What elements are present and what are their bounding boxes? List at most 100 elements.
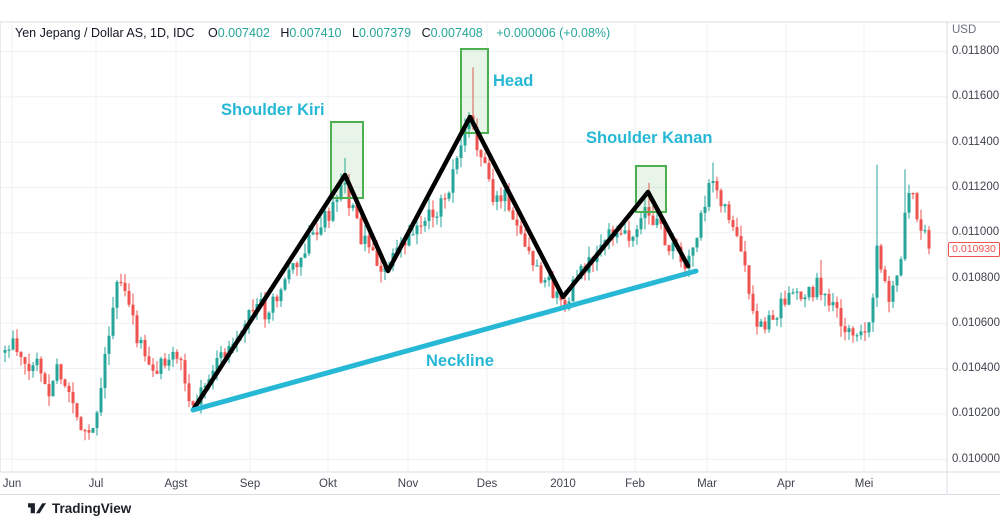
candle-body bbox=[807, 286, 811, 298]
neckline-line[interactable] bbox=[190, 268, 699, 413]
candle-body bbox=[191, 401, 195, 406]
candle-wick bbox=[384, 265, 386, 281]
candle-body bbox=[443, 198, 447, 200]
candle-body bbox=[35, 358, 39, 366]
time-tick-label[interactable]: Agst bbox=[164, 478, 188, 490]
shoulder-kanan-box[interactable] bbox=[635, 165, 667, 213]
candle-body bbox=[527, 246, 531, 251]
candle-wick bbox=[320, 216, 322, 236]
price-tick-label[interactable]: 0.011000 bbox=[952, 226, 1000, 239]
tradingview-attribution[interactable]: TradingView bbox=[27, 501, 131, 516]
candle-body bbox=[663, 223, 667, 246]
candle-body bbox=[691, 247, 695, 256]
shoulder-kiri-label[interactable]: Shoulder Kiri bbox=[221, 101, 325, 119]
time-tick-label[interactable]: 2010 bbox=[550, 478, 576, 490]
candle-body bbox=[43, 373, 47, 385]
price-tick-label[interactable]: 0.010400 bbox=[952, 362, 1000, 375]
price-tick-label[interactable]: 0.011400 bbox=[952, 135, 1000, 148]
candle-wick bbox=[180, 356, 182, 371]
candle-body bbox=[319, 227, 323, 235]
candle-body bbox=[631, 236, 635, 241]
candle-body bbox=[547, 276, 551, 281]
price-tick-label[interactable]: 0.011200 bbox=[952, 180, 1000, 193]
candle-body bbox=[871, 297, 875, 323]
candle-body bbox=[23, 357, 27, 364]
time-tick-label[interactable]: Nov bbox=[397, 478, 419, 490]
candle-body bbox=[7, 349, 11, 351]
candle-body bbox=[891, 285, 895, 302]
candle-body bbox=[371, 247, 375, 251]
candle-body bbox=[3, 349, 7, 353]
candle-wick bbox=[420, 215, 422, 234]
price-axis-currency: USD bbox=[952, 24, 977, 36]
price-tick-label[interactable]: 0.010600 bbox=[952, 316, 1000, 329]
price-tick-label[interactable]: 0.011600 bbox=[952, 90, 1000, 103]
candle-body bbox=[683, 261, 687, 269]
symbol-title[interactable]: Yen Jepang / Dollar AS, 1D, IDC bbox=[15, 26, 195, 40]
neckline-label[interactable]: Neckline bbox=[426, 352, 494, 370]
price-tick-label[interactable]: 0.010000 bbox=[952, 452, 1000, 465]
candle-wick bbox=[876, 164, 878, 307]
candle-wick bbox=[652, 205, 654, 226]
candle-body bbox=[903, 212, 907, 260]
time-tick-label[interactable]: Jun bbox=[2, 478, 22, 490]
candle-body bbox=[627, 230, 631, 241]
candle-body bbox=[731, 219, 735, 228]
chart-legend[interactable]: Yen Jepang / Dollar AS, 1D, IDC O0.00740… bbox=[15, 26, 610, 40]
head-shoulders-trendline[interactable] bbox=[190, 114, 691, 413]
price-tick-label[interactable]: 0.010200 bbox=[952, 407, 1000, 420]
candle-body bbox=[763, 321, 767, 330]
candle-wick bbox=[692, 247, 694, 267]
candle-body bbox=[571, 279, 575, 302]
candle-wick bbox=[84, 428, 86, 441]
head-box[interactable] bbox=[460, 48, 489, 134]
candle-body bbox=[827, 293, 831, 306]
time-tick-label[interactable]: Apr bbox=[777, 478, 795, 490]
candle-body bbox=[47, 384, 51, 397]
candle-body bbox=[555, 291, 559, 298]
time-tick-label[interactable]: Feb bbox=[625, 478, 645, 490]
shoulder-kanan-label[interactable]: Shoulder Kanan bbox=[586, 129, 713, 147]
candle-body bbox=[487, 162, 491, 180]
candle-body bbox=[19, 352, 23, 358]
candle-body bbox=[411, 234, 415, 236]
candle-body bbox=[803, 297, 807, 300]
candle-body bbox=[359, 218, 363, 245]
candle-body bbox=[623, 230, 627, 234]
price-tick-label[interactable]: 0.011800 bbox=[952, 45, 1000, 57]
shoulder-kiri-box[interactable] bbox=[330, 121, 364, 199]
candle-body bbox=[483, 157, 487, 163]
candle-body bbox=[75, 403, 79, 418]
candle-body bbox=[323, 210, 327, 228]
candle-wick bbox=[480, 148, 482, 167]
candle-body bbox=[751, 293, 755, 311]
candle-body bbox=[831, 302, 835, 306]
candle-wick bbox=[148, 346, 150, 366]
time-tick-label[interactable]: Mei bbox=[854, 478, 874, 490]
candle-body bbox=[295, 263, 299, 268]
time-tick-label[interactable]: Jul bbox=[88, 478, 104, 490]
candle-body bbox=[563, 300, 567, 309]
time-tick-label[interactable]: Des bbox=[476, 478, 498, 490]
time-tick-label[interactable]: Sep bbox=[239, 478, 261, 490]
candle-body bbox=[379, 265, 383, 272]
candle-body bbox=[635, 229, 639, 237]
last-price-label: 0.010930 bbox=[948, 241, 1000, 257]
candle-body bbox=[431, 209, 435, 218]
candle-body bbox=[811, 286, 815, 298]
candle-wick bbox=[684, 260, 686, 277]
candle-body bbox=[543, 280, 547, 283]
candle-body bbox=[503, 189, 507, 202]
candle-body bbox=[367, 235, 371, 248]
head-label[interactable]: Head bbox=[493, 72, 534, 90]
time-tick-label[interactable]: Okt bbox=[319, 478, 337, 490]
candle-body bbox=[767, 315, 771, 330]
candle-wick bbox=[8, 345, 10, 358]
candle-wick bbox=[536, 259, 538, 267]
candle-body bbox=[83, 430, 87, 432]
price-tick-label[interactable]: 0.010800 bbox=[952, 271, 1000, 284]
time-tick-label[interactable]: Mar bbox=[697, 478, 717, 490]
candle-body bbox=[447, 192, 451, 199]
candle-body bbox=[203, 385, 207, 388]
